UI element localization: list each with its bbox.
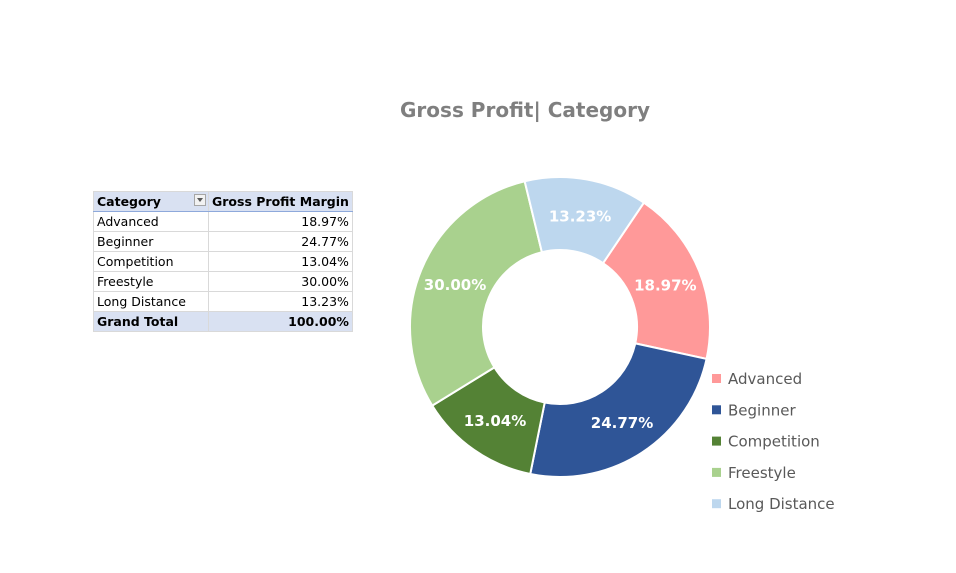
slice-beginner[interactable] [529, 342, 708, 478]
data-label: 13.04% [464, 412, 526, 430]
legend-label[interactable]: Freestyle [728, 464, 796, 482]
pivot-table: Category Gross Profit Margin Advanced 18… [93, 191, 353, 332]
pivot-header-row: Category Gross Profit Margin [93, 191, 353, 212]
legend-swatch [712, 436, 721, 446]
chart-title: Gross Profit| Category [400, 98, 650, 122]
pivot-category-cell[interactable]: Advanced [93, 211, 209, 232]
data-labels: 18.97% 24.77% 13.04% 30.00% 13.23% [424, 207, 697, 432]
pivot-header-category-label: Category [97, 194, 161, 209]
data-label: 13.23% [549, 207, 611, 225]
data-label: 18.97% [634, 277, 696, 295]
grand-total-value[interactable]: 100.00% [208, 311, 353, 332]
filter-dropdown-icon[interactable] [194, 194, 206, 206]
legend-label[interactable]: Competition [728, 433, 820, 451]
pivot-header-category[interactable]: Category [93, 191, 209, 212]
data-label: 24.77% [591, 414, 653, 432]
pivot-category-cell[interactable]: Competition [93, 251, 209, 272]
table-row: Competition 13.04% [93, 251, 353, 272]
legend-swatch [712, 405, 721, 415]
chart-legend: Advanced Beginner Competition Freestyle Long… [712, 370, 835, 513]
legend-swatch [712, 374, 721, 383]
slice-freestyle[interactable] [409, 180, 544, 408]
pivot-category-cell[interactable]: Long Distance [93, 291, 209, 312]
legend-label[interactable]: Advanced [728, 370, 802, 388]
data-label: 30.00% [424, 276, 486, 294]
legend-swatch [712, 467, 721, 477]
slice-advanced[interactable] [601, 201, 711, 361]
pivot-header-margin: Gross Profit Margin [208, 191, 353, 212]
grand-total-label[interactable]: Grand Total [93, 311, 209, 332]
donut-slices [409, 176, 711, 478]
table-row: Long Distance 13.23% [93, 291, 353, 312]
grand-total-row: Grand Total 100.00% [93, 311, 353, 332]
legend-label[interactable]: Long Distance [728, 495, 835, 513]
legend-label[interactable]: Beginner [728, 401, 796, 419]
legend-swatch [712, 499, 721, 509]
slice-long-distance[interactable] [523, 176, 646, 265]
